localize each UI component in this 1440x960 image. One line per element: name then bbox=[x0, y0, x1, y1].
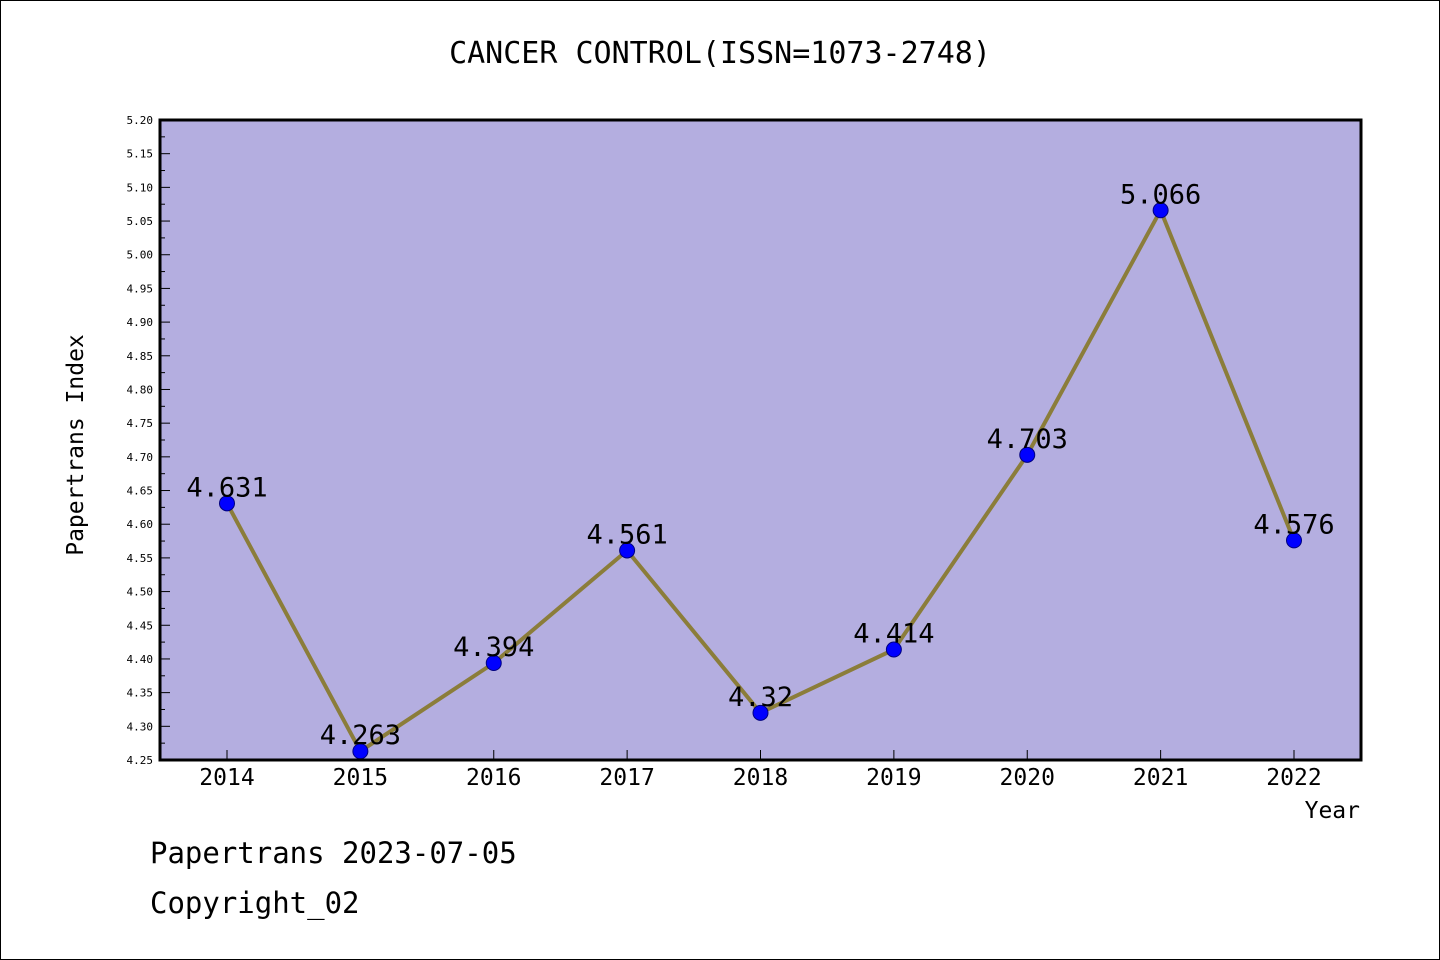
y-tick-label: 4.40 bbox=[127, 653, 154, 666]
y-tick-label: 4.75 bbox=[127, 417, 154, 430]
y-tick-label: 4.85 bbox=[127, 350, 154, 363]
y-tick-label: 5.20 bbox=[127, 114, 154, 127]
chart-title: CANCER CONTROL(ISSN=1073-2748) bbox=[449, 36, 991, 71]
x-tick-label: 2017 bbox=[599, 765, 654, 791]
x-axis-label: Year bbox=[1304, 798, 1360, 824]
data-point-marker bbox=[485, 654, 502, 671]
x-tick-label: 2022 bbox=[1266, 765, 1321, 791]
data-label: 4.394 bbox=[453, 632, 534, 663]
y-tick-label: 4.60 bbox=[127, 518, 154, 531]
y-tick-label: 4.65 bbox=[127, 485, 154, 498]
y-tick-label: 4.35 bbox=[127, 687, 154, 700]
data-point-marker bbox=[752, 704, 769, 721]
x-tick-label: 2014 bbox=[199, 765, 254, 791]
y-tick-label: 4.50 bbox=[127, 586, 154, 599]
y-tick-label: 4.45 bbox=[127, 619, 154, 632]
x-tick-label: 2018 bbox=[733, 765, 788, 791]
data-point-marker bbox=[1019, 446, 1036, 463]
data-label: 4.561 bbox=[586, 519, 667, 550]
data-point-marker bbox=[885, 641, 902, 658]
data-point-marker bbox=[219, 495, 235, 512]
y-tick-label: 4.70 bbox=[127, 451, 154, 464]
x-tick-label: 2019 bbox=[866, 765, 921, 791]
y-tick-label: 4.90 bbox=[127, 316, 154, 329]
x-tick-label: 2021 bbox=[1133, 765, 1188, 791]
plot-area bbox=[160, 120, 1361, 760]
data-label: 4.414 bbox=[853, 619, 934, 650]
y-tick-label: 5.15 bbox=[127, 148, 154, 161]
data-label: 4.631 bbox=[186, 472, 267, 503]
data-point-marker bbox=[1152, 202, 1169, 219]
y-tick-label: 4.95 bbox=[127, 282, 154, 295]
footer-date: Papertrans 2023-07-05 bbox=[150, 836, 517, 870]
data-point-marker bbox=[619, 542, 636, 559]
data-label: 5.066 bbox=[1120, 179, 1201, 210]
y-tick-label: 4.80 bbox=[127, 383, 154, 396]
y-tick-label: 5.10 bbox=[127, 181, 154, 194]
x-tick-label: 2015 bbox=[333, 765, 388, 791]
data-point-marker bbox=[1286, 532, 1302, 549]
y-tick-label: 4.55 bbox=[127, 552, 154, 565]
data-label: 4.32 bbox=[728, 682, 793, 713]
footer-copyright: Copyright_02 bbox=[150, 886, 360, 920]
data-label: 4.576 bbox=[1253, 509, 1334, 540]
plot-border bbox=[158, 118, 1363, 762]
data-label: 4.263 bbox=[320, 720, 401, 751]
x-tick-label: 2016 bbox=[466, 765, 521, 791]
y-tick-label: 4.30 bbox=[127, 720, 154, 733]
x-tick-label: 2020 bbox=[1000, 765, 1055, 791]
y-tick-label: 4.25 bbox=[127, 754, 154, 767]
y-tick-label: 5.05 bbox=[127, 215, 154, 228]
y-tick-label: 5.00 bbox=[127, 249, 154, 262]
data-label: 4.703 bbox=[987, 424, 1068, 455]
